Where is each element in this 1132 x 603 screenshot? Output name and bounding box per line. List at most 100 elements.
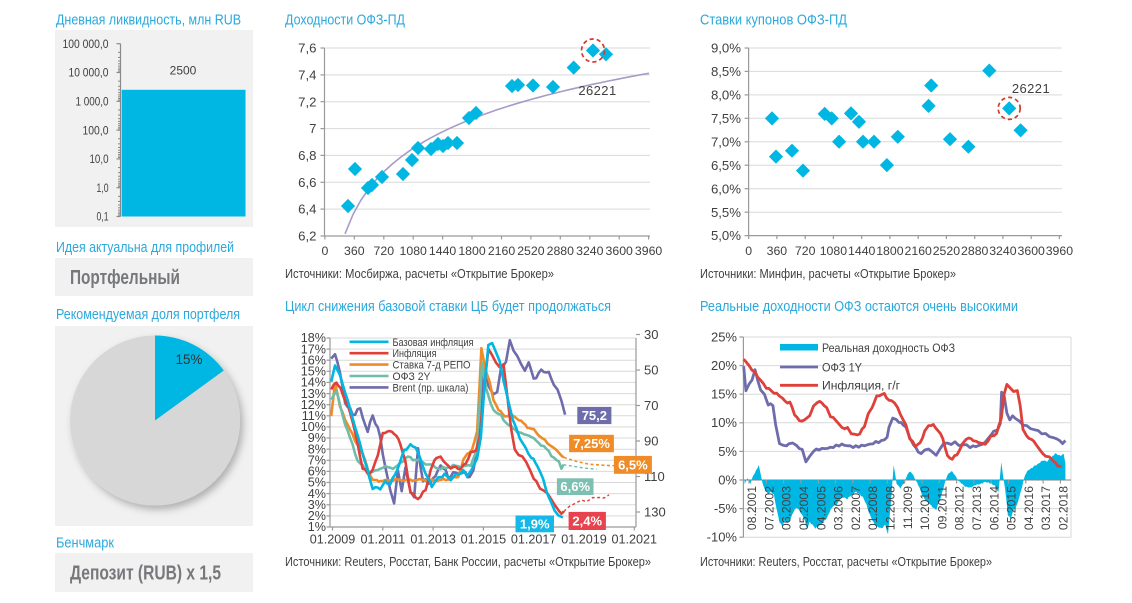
svg-text:2880: 2880 <box>547 244 575 258</box>
svg-text:6,0%: 6,0% <box>711 181 741 196</box>
svg-text:Реальная доходность ОФЗ: Реальная доходность ОФЗ <box>822 341 955 355</box>
svg-text:8,5%: 8,5% <box>711 64 741 79</box>
svg-text:7,2: 7,2 <box>298 94 316 109</box>
svg-text:1,9%: 1,9% <box>520 516 550 531</box>
svg-text:4%: 4% <box>308 487 326 501</box>
svg-text:1,0: 1,0 <box>97 181 109 195</box>
svg-text:02.2007: 02.2007 <box>849 486 863 530</box>
svg-text:Ставки купонов ОФЗ-ПД: Ставки купонов ОФЗ-ПД <box>700 12 847 29</box>
svg-text:5,0%: 5,0% <box>711 228 741 243</box>
svg-text:8,0%: 8,0% <box>711 88 741 103</box>
svg-text:6,2: 6,2 <box>298 229 316 244</box>
svg-text:3600: 3600 <box>1018 244 1046 258</box>
svg-text:11.2009: 11.2009 <box>901 486 915 529</box>
svg-text:10,0: 10,0 <box>90 152 109 166</box>
svg-text:14%: 14% <box>301 376 326 390</box>
svg-text:01.2019: 01.2019 <box>561 533 607 547</box>
svg-text:10%: 10% <box>711 415 737 430</box>
svg-text:01.2008: 01.2008 <box>866 486 880 530</box>
svg-text:09.2011: 09.2011 <box>935 486 949 529</box>
svg-text:7%: 7% <box>308 454 326 468</box>
svg-text:26221: 26221 <box>578 83 616 98</box>
svg-text:75,2: 75,2 <box>582 408 607 423</box>
svg-text:360: 360 <box>344 244 365 258</box>
svg-text:7,4: 7,4 <box>298 68 316 83</box>
svg-text:01.2011: 01.2011 <box>361 533 406 547</box>
svg-text:Базовая инфляция: Базовая инфляция <box>393 337 474 349</box>
svg-text:5%: 5% <box>718 444 737 459</box>
svg-text:7,5%: 7,5% <box>711 111 741 126</box>
svg-text:1 000,0: 1 000,0 <box>76 95 109 109</box>
svg-text:2160: 2160 <box>905 244 933 258</box>
svg-text:17%: 17% <box>301 342 326 356</box>
svg-text:Портфельный: Портфельный <box>70 267 180 289</box>
svg-text:07.2013: 07.2013 <box>970 486 984 530</box>
svg-text:08.2001: 08.2001 <box>745 486 759 530</box>
svg-text:Источники: Минфин, расчеты «От: Источники: Минфин, расчеты «Открытие Бро… <box>700 266 956 281</box>
svg-text:02.2018: 02.2018 <box>1057 486 1071 530</box>
svg-text:5,5%: 5,5% <box>711 205 741 220</box>
svg-text:Доходности ОФЗ-ПД: Доходности ОФЗ-ПД <box>285 12 405 29</box>
svg-text:01.2013: 01.2013 <box>410 533 456 547</box>
svg-text:15%: 15% <box>711 387 737 402</box>
svg-text:26221: 26221 <box>1012 81 1050 96</box>
svg-text:Brent (пр. шкала): Brent (пр. шкала) <box>393 382 469 394</box>
svg-text:Ставка 7-д РЕПО: Ставка 7-д РЕПО <box>393 360 471 372</box>
svg-text:0,1: 0,1 <box>97 210 109 224</box>
svg-text:2880: 2880 <box>961 244 989 258</box>
svg-text:Реальные доходности ОФЗ остают: Реальные доходности ОФЗ остаются очень в… <box>700 298 1018 315</box>
svg-text:360: 360 <box>767 244 788 258</box>
svg-text:6,6%: 6,6% <box>560 479 590 494</box>
svg-text:1080: 1080 <box>820 244 848 258</box>
svg-text:08.2012: 08.2012 <box>953 486 967 530</box>
svg-text:ОФЗ 2Y: ОФЗ 2Y <box>393 371 431 383</box>
svg-text:13%: 13% <box>301 387 326 401</box>
svg-text:6,8: 6,8 <box>298 148 316 163</box>
svg-text:3%: 3% <box>308 498 326 512</box>
svg-text:10.2010: 10.2010 <box>918 486 932 530</box>
svg-text:9%: 9% <box>308 431 326 445</box>
svg-text:3960: 3960 <box>635 244 663 258</box>
svg-text:1080: 1080 <box>400 244 428 258</box>
svg-text:6,5%: 6,5% <box>711 158 741 173</box>
svg-text:Депозит (RUB) x 1,5: Депозит (RUB) x 1,5 <box>70 563 221 585</box>
svg-text:15%: 15% <box>301 365 326 379</box>
svg-text:Дневная ликвидность, млн RUB: Дневная ликвидность, млн RUB <box>56 12 241 29</box>
svg-text:7,25%: 7,25% <box>573 436 610 451</box>
svg-text:05.2015: 05.2015 <box>1005 486 1019 530</box>
svg-text:16%: 16% <box>301 353 326 367</box>
svg-text:100 000,0: 100 000,0 <box>63 37 109 51</box>
svg-text:Идея актуальна для профилей: Идея актуальна для профилей <box>56 239 234 256</box>
svg-text:7,6: 7,6 <box>298 41 316 56</box>
svg-text:07.2002: 07.2002 <box>762 486 776 530</box>
svg-text:Источники: Reuters, Росстат, Б: Источники: Reuters, Росстат, Банк России… <box>285 554 651 569</box>
svg-text:6,4: 6,4 <box>298 202 316 217</box>
svg-text:01.2015: 01.2015 <box>461 533 507 547</box>
svg-text:3960: 3960 <box>1046 244 1074 258</box>
svg-text:05.2004: 05.2004 <box>797 486 811 530</box>
svg-text:130: 130 <box>644 504 666 519</box>
svg-text:9,0%: 9,0% <box>711 41 741 56</box>
svg-text:04.2005: 04.2005 <box>814 486 828 530</box>
svg-text:25%: 25% <box>711 329 737 344</box>
svg-text:1440: 1440 <box>848 244 876 258</box>
svg-text:720: 720 <box>795 244 816 258</box>
svg-text:7,0%: 7,0% <box>711 134 741 149</box>
svg-text:2,4%: 2,4% <box>572 513 602 528</box>
svg-text:2%: 2% <box>308 509 326 523</box>
svg-text:0: 0 <box>321 244 328 258</box>
svg-text:50: 50 <box>644 362 658 377</box>
svg-text:2500: 2500 <box>170 64 197 78</box>
svg-text:70: 70 <box>644 398 658 413</box>
svg-text:10%: 10% <box>301 420 326 434</box>
svg-text:Источники: Мосбиржа, расчеты «: Источники: Мосбиржа, расчеты «Открытие Б… <box>285 266 554 281</box>
svg-text:6,5%: 6,5% <box>618 457 648 472</box>
svg-text:06.2003: 06.2003 <box>780 486 794 530</box>
svg-text:01.2021: 01.2021 <box>612 533 658 547</box>
svg-text:01.2009: 01.2009 <box>310 533 356 547</box>
svg-text:04.2016: 04.2016 <box>1022 486 1036 530</box>
svg-text:03.2006: 03.2006 <box>832 486 846 530</box>
svg-text:7: 7 <box>309 121 316 136</box>
svg-text:30: 30 <box>644 327 658 342</box>
svg-text:1%: 1% <box>308 520 326 534</box>
